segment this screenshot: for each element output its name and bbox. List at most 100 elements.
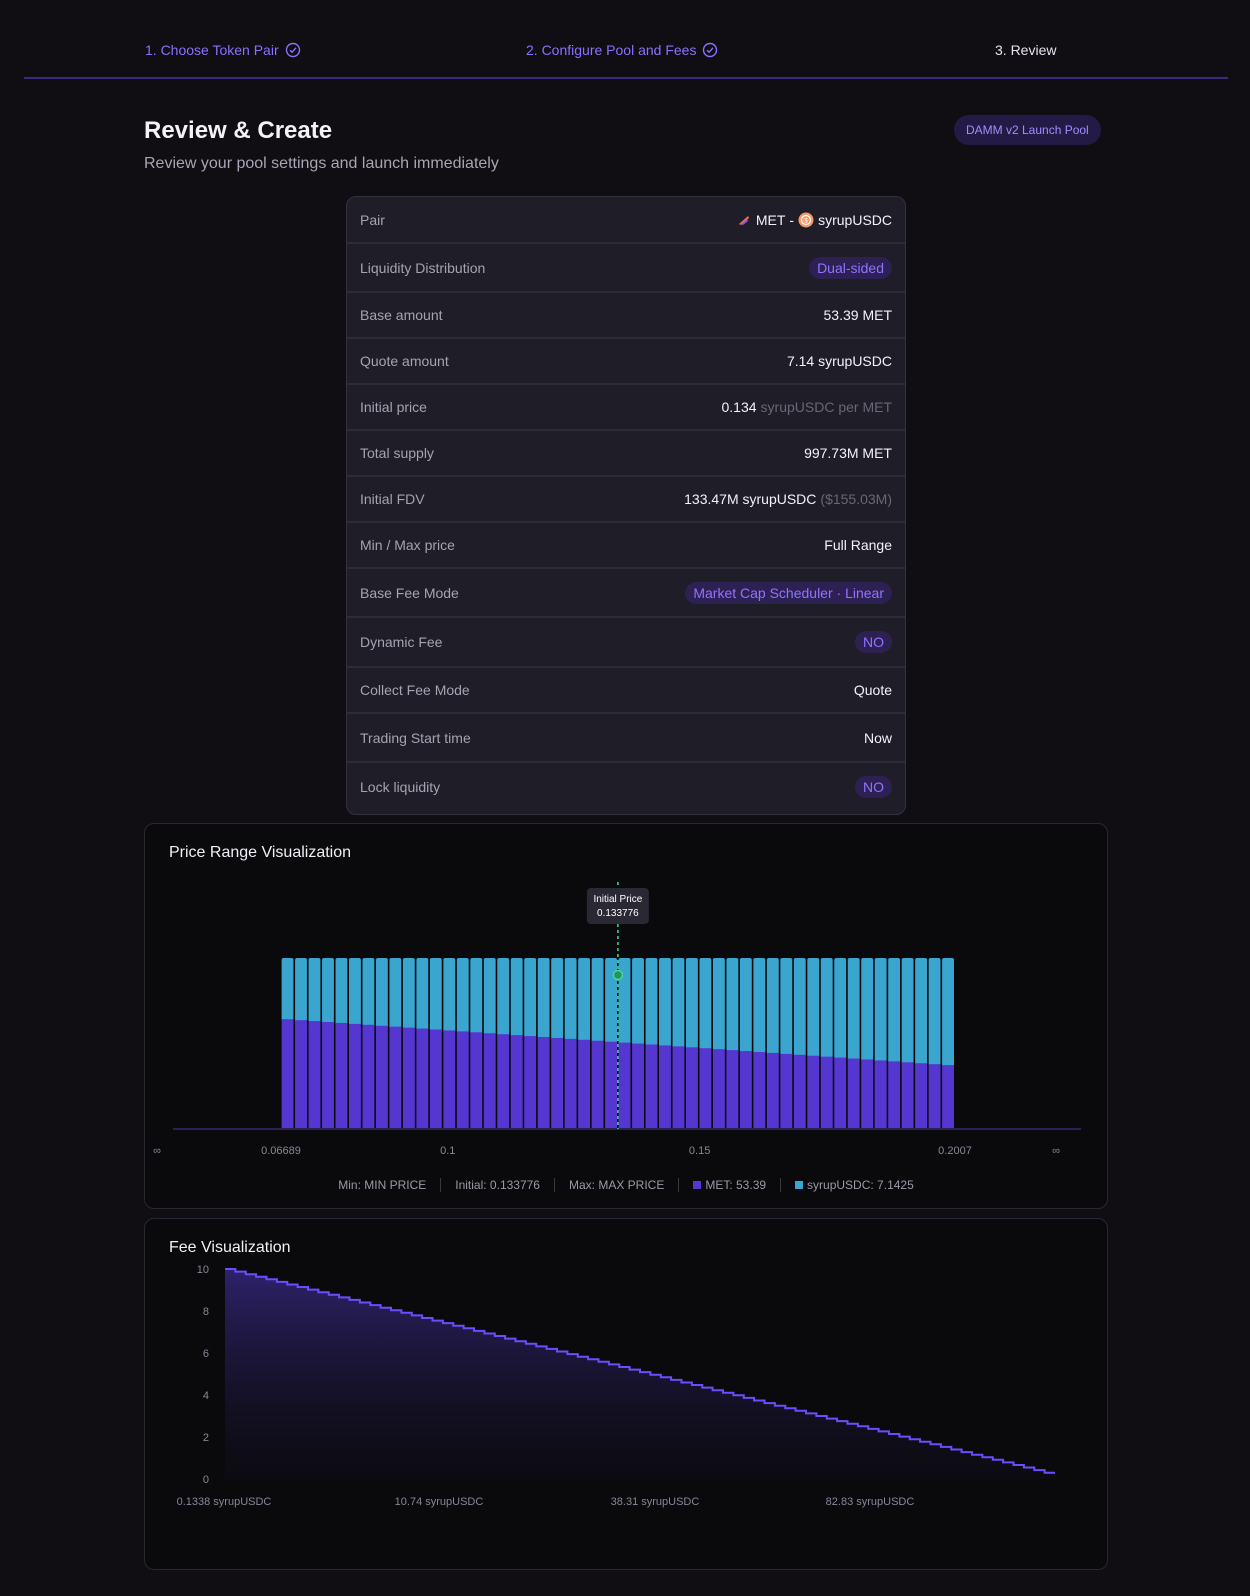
met-bar — [739, 1051, 752, 1128]
legend-initial: Initial: 0.133776 — [440, 1178, 554, 1192]
syrupusdc-bar — [672, 958, 685, 1049]
syrupusdc-bar — [915, 958, 928, 1066]
fee-y-tick: 0 — [203, 1474, 209, 1486]
legend-syrupusdc: syrupUSDC: 7.1425 — [780, 1178, 928, 1192]
syrupusdc-bar — [564, 958, 577, 1041]
met-bar — [861, 1059, 874, 1128]
met-bar — [780, 1053, 793, 1128]
row-base-fee-mode: Base Fee Mode Market Cap Scheduler · Lin… — [347, 569, 905, 618]
initial-price-tooltip: Initial Price 0.133776 — [586, 888, 649, 924]
syrupusdc-bar — [322, 958, 334, 1025]
fee-panel: Fee Visualization 0 2 4 6 8 10 0.1338 syrupUS… — [144, 1218, 1108, 1570]
step-choose-token-pair[interactable]: 1. Choose Token Pair — [145, 42, 301, 58]
met-bar — [524, 1036, 537, 1128]
syrupusdc-bar — [349, 958, 361, 1026]
row-value: 53.39 MET — [823, 307, 892, 323]
syrupusdc-bar — [942, 958, 954, 1068]
met-bar — [308, 1021, 321, 1128]
step-review[interactable]: 3. Review — [995, 42, 1056, 58]
fee-x-tick: 0.1338 syrupUSDC — [177, 1496, 272, 1508]
syrupusdc-bar — [375, 958, 388, 1028]
syrupusdc-bar — [888, 958, 901, 1064]
row-label: Initial price — [360, 399, 427, 415]
met-bar — [928, 1064, 941, 1128]
price-tick-label: ∞ — [153, 1145, 161, 1157]
page-subtitle: Review your pool settings and launch imm… — [144, 155, 499, 172]
legend-met: MET: 53.39 — [678, 1178, 780, 1192]
row-label: Trading Start time — [360, 729, 471, 746]
syrupusdc-bar — [591, 958, 604, 1043]
fee-chart: 0 2 4 6 8 10 0.1338 syrupUSDC 10.74 syrupUSDC 3… — [177, 1264, 1055, 1508]
syrupusdc-bar — [443, 958, 456, 1033]
syrupusdc-bar — [524, 958, 537, 1039]
legend-initial-label: Initial: 0.133776 — [455, 1178, 540, 1192]
row-pair: Pair MET - $ syrupUSDC — [347, 197, 905, 244]
met-bar — [901, 1062, 914, 1128]
price-tick-label: ∞ — [1052, 1145, 1060, 1157]
row-label: Initial FDV — [360, 491, 425, 507]
row-quote-amount: Quote amount 7.14 syrupUSDC — [347, 339, 905, 385]
met-bar — [659, 1045, 671, 1128]
met-bar — [564, 1038, 577, 1128]
syrupusdc-bar — [618, 958, 631, 1045]
syrupusdc-bar — [699, 958, 712, 1051]
row-label: Collect Fee Mode — [360, 682, 470, 698]
met-bar — [416, 1028, 429, 1128]
syrupusdc-bar — [456, 958, 469, 1034]
met-bar — [874, 1060, 887, 1128]
met-bar — [295, 1020, 307, 1128]
met-bar — [847, 1058, 860, 1128]
step-configure-pool[interactable]: 2. Configure Pool and Fees — [526, 42, 718, 58]
row-liquidity-distribution: Liquidity Distribution Dual-sided — [347, 244, 905, 293]
tooltip-title: Initial Price — [593, 894, 642, 905]
met-bar — [551, 1037, 564, 1128]
syrupusdc-bar — [281, 958, 294, 1022]
syrupusdc-bar — [510, 958, 523, 1038]
met-bar — [605, 1041, 617, 1128]
check-circle-icon — [285, 42, 300, 58]
met-bar — [429, 1029, 442, 1128]
row-label: Dynamic Fee — [360, 634, 443, 650]
syrupusdc-bar — [497, 958, 510, 1037]
met-bar — [645, 1044, 658, 1128]
price-range-chart: Initial Price 0.133776 ∞ 0.06689 0.1 0.15 0.… — [153, 882, 1081, 1157]
met-bar — [389, 1026, 402, 1128]
met-bar — [402, 1027, 415, 1128]
syrupusdc-bar — [551, 958, 564, 1040]
initial-price-marker[interactable] — [612, 969, 624, 981]
pair-base: MET — [755, 211, 786, 228]
row-initial-fdv: Initial FDV 133.47M syrupUSDC ($155.03M) — [347, 477, 905, 523]
syrupusdc-bar — [295, 958, 307, 1023]
met-bar — [632, 1043, 644, 1128]
syrupusdc-bar — [470, 958, 483, 1035]
met-bar — [281, 1019, 294, 1128]
legend-max-label: Max: MAX PRICE — [568, 1178, 665, 1192]
fee-y-tick: 10 — [197, 1264, 209, 1276]
fee-y-tick: 4 — [203, 1390, 209, 1402]
met-bar — [322, 1022, 334, 1128]
row-label: Total supply — [360, 445, 434, 461]
met-bar — [942, 1065, 954, 1128]
syrupusdc-bar — [753, 958, 766, 1054]
met-bar — [766, 1052, 779, 1128]
row-value: 133.47M syrupUSDC ($155.03M) — [684, 491, 892, 507]
syrupusdc-bar — [874, 958, 887, 1063]
syrupusdc-swatch — [795, 1181, 804, 1189]
fee-y-tick: 6 — [203, 1348, 209, 1360]
row-trading-start-time: Trading Start time Now — [347, 714, 905, 763]
syrupusdc-bar — [605, 958, 617, 1044]
pair-quote: syrupUSDC — [818, 211, 892, 228]
price-tick-label: 0.1 — [440, 1145, 455, 1157]
tooltip-value: 0.133776 — [597, 908, 639, 919]
syrupusdc-bar — [807, 958, 820, 1058]
review-table: Pair MET - $ syrupUSDC Liquidity Distrib… — [346, 196, 906, 815]
row-value: 7.14 syrupUSDC — [786, 353, 892, 369]
met-bar — [726, 1050, 739, 1128]
stepper: 1. Choose Token Pair 2. Configure Pool a… — [24, 0, 1228, 79]
price-tick-label: 0.15 — [689, 1145, 710, 1157]
base-fee-mode-pill: Market Cap Scheduler · Linear — [685, 581, 892, 604]
syrupusdc-bar — [578, 958, 591, 1042]
step-label: 1. Choose Token Pair — [145, 42, 279, 58]
met-bar — [618, 1042, 631, 1128]
syrupusdc-bar — [793, 958, 806, 1057]
